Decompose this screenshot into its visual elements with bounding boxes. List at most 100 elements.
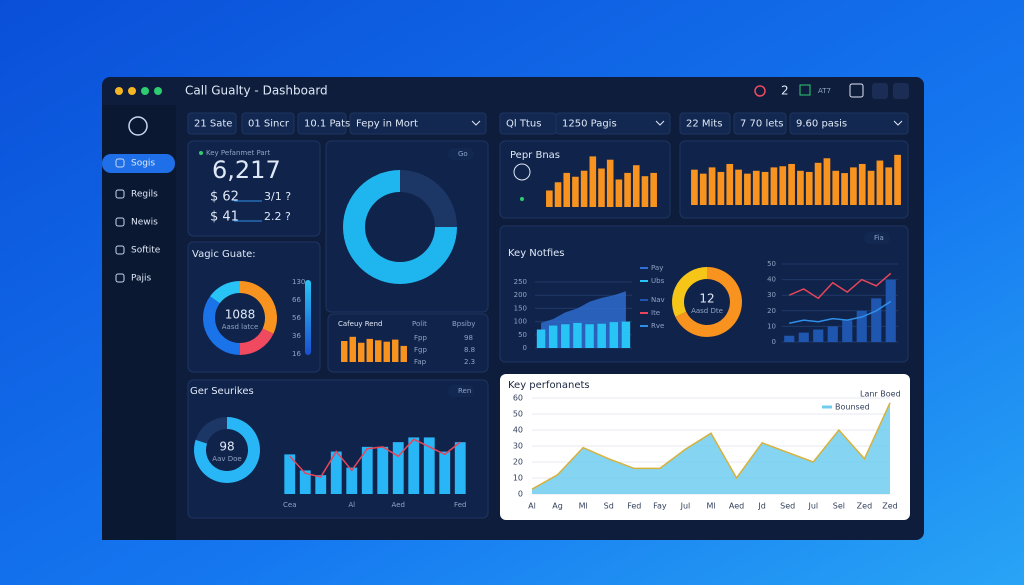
filter[interactable] (187, 112, 237, 135)
bar (797, 170, 804, 205)
legend-label: Rve (651, 322, 664, 330)
bar (589, 156, 597, 207)
bar (784, 335, 795, 342)
filter[interactable] (679, 112, 731, 135)
x-tick-label: Zed (857, 502, 872, 511)
nav-item[interactable]: Softite (131, 246, 161, 256)
bar (392, 442, 404, 494)
scale-label: 66 (292, 296, 301, 304)
y-tick-label: 40 (767, 276, 776, 284)
x-tick-label: Sd (604, 502, 614, 511)
filter[interactable] (241, 112, 295, 135)
filter[interactable] (733, 112, 787, 135)
nav-item[interactable]: Regils (131, 190, 158, 200)
bar (717, 171, 725, 205)
bar (358, 342, 365, 362)
donut-center: 98 (219, 440, 234, 454)
y-tick-label: 10 (767, 322, 776, 330)
filter-label: 9.60 pasis (796, 119, 847, 130)
nav-icon (115, 189, 125, 199)
line (531, 402, 891, 490)
x-tick-label: Jul (807, 502, 818, 511)
bar (580, 170, 588, 207)
filter[interactable] (555, 112, 671, 135)
donut-center: 1088 (225, 308, 256, 322)
scale-label: 56 (292, 314, 301, 322)
bar (779, 166, 787, 205)
bar (876, 160, 884, 205)
donut-segment (240, 328, 274, 355)
icon[interactable] (799, 84, 811, 96)
bar (650, 172, 657, 207)
bar (349, 336, 356, 362)
badge[interactable] (448, 385, 474, 397)
table-cell: 8.8 (464, 346, 475, 354)
icon[interactable] (849, 83, 864, 98)
legend-label: Ite (651, 309, 660, 317)
donut-segment (240, 281, 277, 334)
dot (154, 87, 162, 95)
bar (823, 158, 831, 205)
y-tick-label: 40 (513, 426, 523, 435)
panel-title: Key Notfies (508, 248, 565, 259)
donut-center: 12 (699, 292, 714, 306)
bar (867, 170, 875, 205)
y-tick-label: 200 (514, 291, 527, 299)
bar (744, 173, 751, 205)
x-tick-label: Ml (579, 502, 588, 511)
x-tick-label: Ag (552, 502, 563, 511)
table-header: Bpsiby (452, 320, 475, 328)
nav-item[interactable]: Sogis (131, 159, 155, 169)
badge-label: Fia (874, 234, 884, 242)
x-tick-label: Fed (454, 501, 466, 509)
menu-icon[interactable] (893, 83, 909, 99)
donut-segment (195, 417, 227, 444)
nav-item[interactable]: Newis (131, 218, 158, 228)
donut-segment (193, 417, 261, 483)
bar (330, 451, 342, 494)
x-tick-label: Sel (833, 502, 845, 511)
table-cell: Fap (414, 358, 427, 366)
bar (366, 338, 373, 362)
icon (513, 163, 531, 181)
bar (573, 322, 582, 348)
y-tick-label: 10 (513, 474, 523, 483)
y-tick-label: 150 (514, 304, 527, 312)
bar (563, 172, 571, 207)
badge[interactable] (448, 148, 474, 160)
status-dot (520, 197, 524, 201)
user-icon[interactable] (872, 83, 888, 99)
filter[interactable] (349, 112, 487, 135)
bar (377, 446, 389, 494)
alert-icon[interactable] (754, 85, 766, 97)
bar (726, 163, 734, 205)
bar (408, 437, 420, 494)
donut-segment (203, 296, 240, 355)
bar (850, 167, 857, 205)
status-dot (199, 151, 203, 155)
donut-segment (400, 170, 457, 227)
bar (814, 162, 822, 205)
table-cell: Fgp (414, 346, 427, 354)
logo (128, 116, 148, 136)
x-tick-label: Zed (882, 502, 897, 511)
bar (841, 173, 848, 205)
x-tick-label: Al (528, 502, 536, 511)
x-tick-label: Jd (757, 502, 765, 511)
filter[interactable] (789, 112, 909, 135)
donut-segment (210, 281, 240, 304)
bar (621, 321, 631, 348)
nav-icon (115, 273, 125, 283)
filter[interactable] (297, 112, 347, 135)
bar (885, 279, 896, 342)
kpi-label: Key Pefanmet Part (206, 149, 271, 157)
nav-item[interactable]: Pajis (131, 274, 152, 284)
dot (128, 87, 136, 95)
x-tick-label: Fed (627, 502, 641, 511)
scale-label: 130 (292, 278, 305, 286)
bar (691, 169, 698, 205)
badge[interactable] (864, 232, 890, 244)
bar (894, 154, 901, 205)
legend-label: Pay (651, 264, 663, 272)
